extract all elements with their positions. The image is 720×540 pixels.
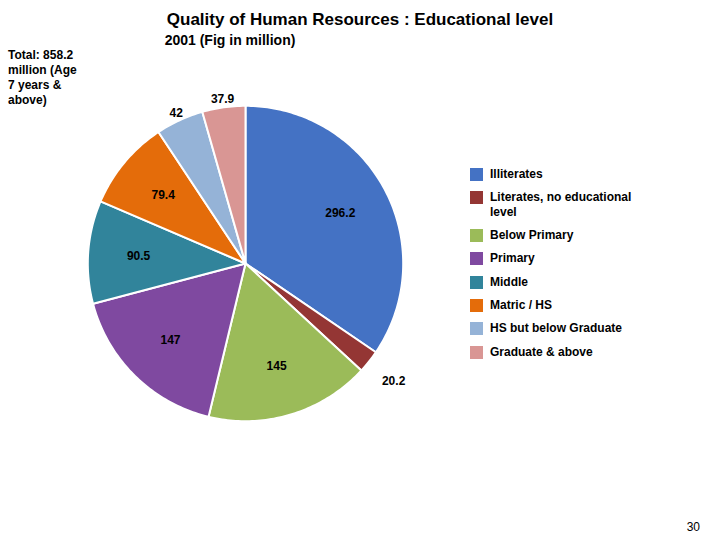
html-text:Quality of Human Resources : E: Quality of Human Resources : Educational… [166, 10, 554, 29]
html-text:2001 (Fig in million): 2001 (Fig in million) [164, 32, 296, 48]
html-text:Matric / HS: Matric / HS [490, 298, 552, 313]
html-text:Illiterates: Illiterates [490, 166, 543, 181]
svg-text:147: 147 [160, 333, 180, 347]
html-text:Total: 858.2 million (Age 7 ye: Total: 858.2 million (Age 7 years & abov… [8, 48, 77, 107]
html-text:Below Primary: Below Primary [490, 227, 574, 242]
html-text:Middle: Middle [490, 274, 528, 289]
svg-text:20.2: 20.2 [382, 374, 406, 388]
html-text:Graduate & above: Graduate & above [490, 344, 593, 359]
svg-text:79.4: 79.4 [151, 188, 175, 202]
svg-text:90.5: 90.5 [127, 248, 151, 262]
html-text:Primary: Primary [490, 251, 535, 266]
html-text:HS but below Graduate: HS but below Graduate [490, 321, 622, 336]
svg-text:42: 42 [170, 106, 184, 120]
html-text:30: 30 [686, 520, 700, 534]
html-text:Literates, no educational leve: Literates, no educational level [490, 190, 632, 219]
svg-text:37.9: 37.9 [211, 92, 235, 106]
svg-text:296.2: 296.2 [325, 206, 355, 220]
svg-text:145: 145 [267, 359, 287, 373]
